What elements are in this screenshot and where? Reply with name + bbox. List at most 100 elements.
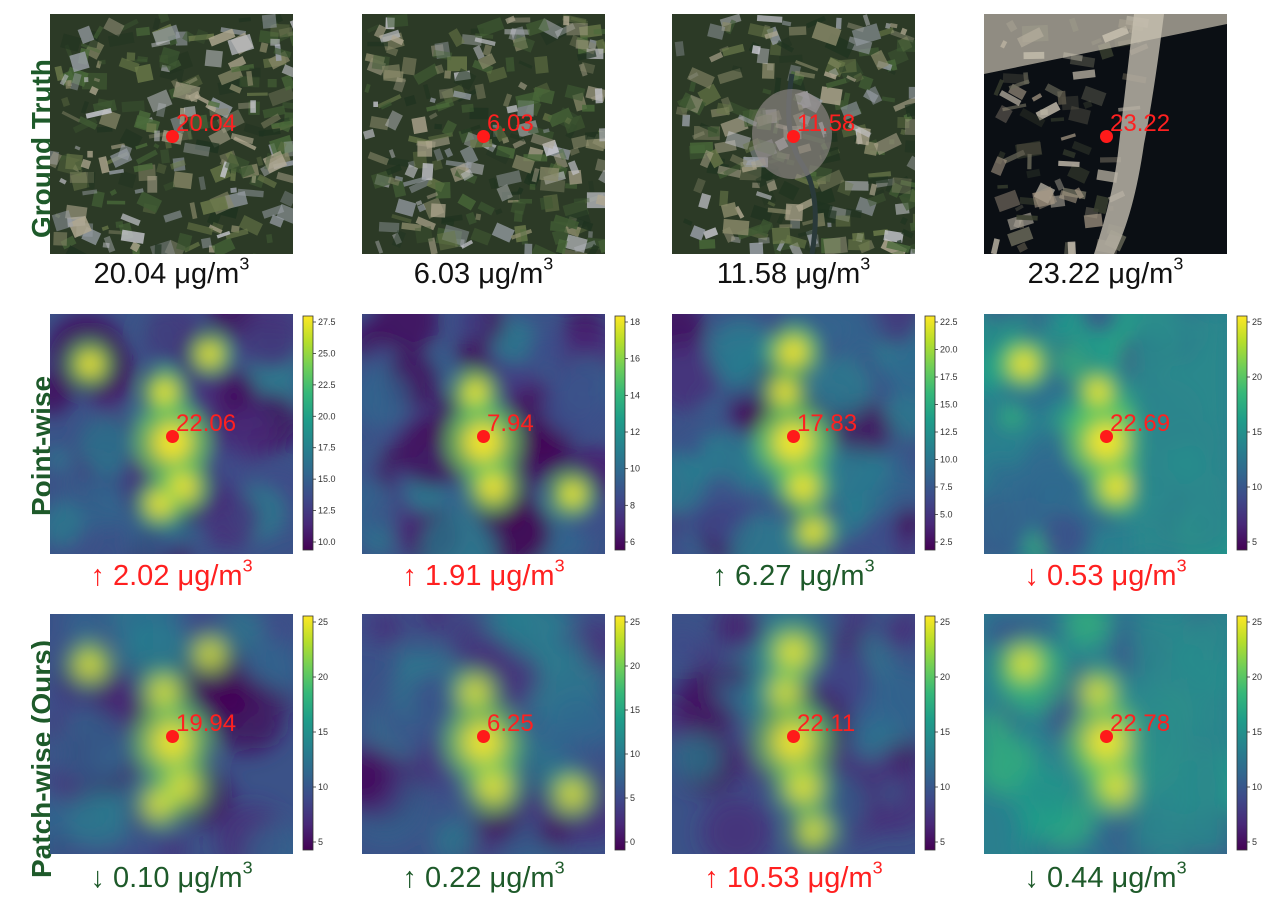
point-value: 22.11 <box>797 710 856 737</box>
change-arrow: ↑ <box>90 560 113 592</box>
colorbar-tick-label: 17.5 <box>940 372 958 382</box>
point-wise-map <box>984 314 1227 554</box>
unit: μg/m <box>174 258 240 290</box>
unit-exponent: 3 <box>860 253 871 274</box>
colorbar-tick-label: 16 <box>630 354 640 364</box>
unit-exponent: 3 <box>543 253 554 274</box>
colorbar-tick-label: 5.0 <box>940 510 953 520</box>
colorbar-tick-label: 25 <box>630 617 640 627</box>
colorbar-tick-label: 12.5 <box>940 427 958 437</box>
caption-value: 10.53 <box>726 862 808 894</box>
caption: ↑ 6.27 μg/m3 <box>652 557 935 593</box>
colorbar-tick-label: 10.0 <box>318 537 336 547</box>
caption: ↑ 1.91 μg/m3 <box>342 557 625 593</box>
colorbar-tick-label: 7.5 <box>940 482 953 492</box>
unit: μg/m <box>1108 258 1174 290</box>
caption: ↑ 10.53 μg/m3 <box>652 859 935 895</box>
location-marker <box>1100 430 1113 443</box>
colorbar-tick-label: 22.5 <box>940 317 958 327</box>
colorbar-tick-label: 10 <box>1252 782 1262 792</box>
unit-exponent: 3 <box>239 253 250 274</box>
colorbar-tick-label: 5 <box>630 793 635 803</box>
colorbar-tick-label: 10 <box>940 782 950 792</box>
unit-exponent: 3 <box>1173 253 1184 274</box>
caption: 23.22 μg/m3 <box>964 255 1247 291</box>
colorbar-tick-label: 25.0 <box>318 348 336 358</box>
colorbar-tick-label: 15 <box>940 727 950 737</box>
unit-exponent: 3 <box>554 555 565 576</box>
location-marker <box>477 730 490 743</box>
caption-value: 0.22 <box>425 862 490 894</box>
unit: μg/m <box>177 560 243 592</box>
unit: μg/m <box>1111 560 1177 592</box>
caption-value: 6.27 <box>735 560 800 592</box>
location-marker <box>477 430 490 443</box>
unit-exponent: 3 <box>1176 555 1187 576</box>
change-arrow: ↑ <box>402 862 425 894</box>
colorbar-tick-label: 10 <box>630 749 640 759</box>
ground-truth-image <box>984 14 1227 254</box>
heatmap <box>984 314 1227 554</box>
change-arrow: ↓ <box>1024 862 1047 894</box>
colorbar-tick-label: 20.0 <box>940 345 958 355</box>
colorbar-tick-label: 27.5 <box>318 317 336 327</box>
colorbar: 22.5 20.0 17.5 15.0 12.5 10.0 7.5 5.0 2.5 <box>924 315 958 551</box>
satellite-image <box>672 14 915 254</box>
caption: ↑ 0.22 μg/m3 <box>342 859 625 895</box>
point-value: 6.25 <box>487 710 534 737</box>
colorbar-tick-label: 2.5 <box>940 537 953 547</box>
caption-value: 20.04 <box>93 258 175 290</box>
change-arrow: ↑ <box>704 862 727 894</box>
change-arrow: ↓ <box>90 862 113 894</box>
colorbar-tick-label: 25 <box>318 617 328 627</box>
patch-wise-map <box>50 614 293 854</box>
colorbar-tick-label: 25 <box>940 617 950 627</box>
colorbar-tick-label: 10 <box>318 782 328 792</box>
colorbar-tick-label: 8 <box>630 500 635 510</box>
unit: μg/m <box>807 862 873 894</box>
unit: μg/m <box>799 560 865 592</box>
colorbar: 27.5 25.0 22.5 20.0 17.5 15.0 12.5 10.0 <box>302 314 364 554</box>
caption-value: 23.22 <box>1027 258 1109 290</box>
point-value: 11.58 <box>797 110 856 137</box>
location-marker <box>166 430 179 443</box>
colorbar: 25 20 15 10 5 <box>1236 315 1262 551</box>
colorbar-tick-label: 20 <box>1252 372 1262 382</box>
location-marker <box>166 130 179 143</box>
unit-exponent: 3 <box>864 555 875 576</box>
caption-value: 1.91 <box>425 560 490 592</box>
colorbar-tick-label: 14 <box>630 390 640 400</box>
colorbar: 25 20 15 10 5 0 <box>614 614 676 854</box>
point-value: 20.04 <box>176 110 237 137</box>
colorbar-tick-label: 0 <box>630 837 635 847</box>
colorbar: 25 20 15 10 5 <box>1236 615 1262 851</box>
heatmap <box>672 614 915 854</box>
caption-value: 0.53 <box>1047 560 1112 592</box>
unit-exponent: 3 <box>554 857 565 878</box>
unit-exponent: 3 <box>872 857 883 878</box>
unit: μg/m <box>489 862 555 894</box>
colorbar-tick-label: 15 <box>630 705 640 715</box>
caption-value: 11.58 <box>716 258 796 290</box>
colorbar-tick-label: 15 <box>318 727 328 737</box>
caption-value: 0.10 <box>113 862 178 894</box>
colorbar-tick-label: 25 <box>1252 317 1262 327</box>
colorbar: 25 20 15 10 5 <box>302 615 328 851</box>
colorbar-tick-label: 12.5 <box>318 506 336 516</box>
unit: μg/m <box>478 258 544 290</box>
colorbar: 22.5 20.0 17.5 15.0 12.5 10.0 7.5 5.0 2.5 <box>924 314 986 554</box>
colorbar-tick-label: 15.0 <box>940 400 958 410</box>
point-value: 19.94 <box>176 710 237 737</box>
location-marker <box>787 730 800 743</box>
heatmap <box>50 614 293 854</box>
colorbar-tick-label: 20 <box>318 672 328 682</box>
colorbar-tick-label: 10 <box>1252 482 1262 492</box>
caption: ↓ 0.44 μg/m3 <box>964 859 1247 895</box>
unit-exponent: 3 <box>242 555 253 576</box>
heatmap <box>362 314 605 554</box>
colorbar: 25 20 15 10 5 <box>1236 314 1282 554</box>
colorbar-tick-label: 5 <box>940 837 945 847</box>
caption: 20.04 μg/m3 <box>30 255 313 291</box>
point-value: 7.94 <box>487 410 534 437</box>
point-wise-map <box>362 314 605 554</box>
